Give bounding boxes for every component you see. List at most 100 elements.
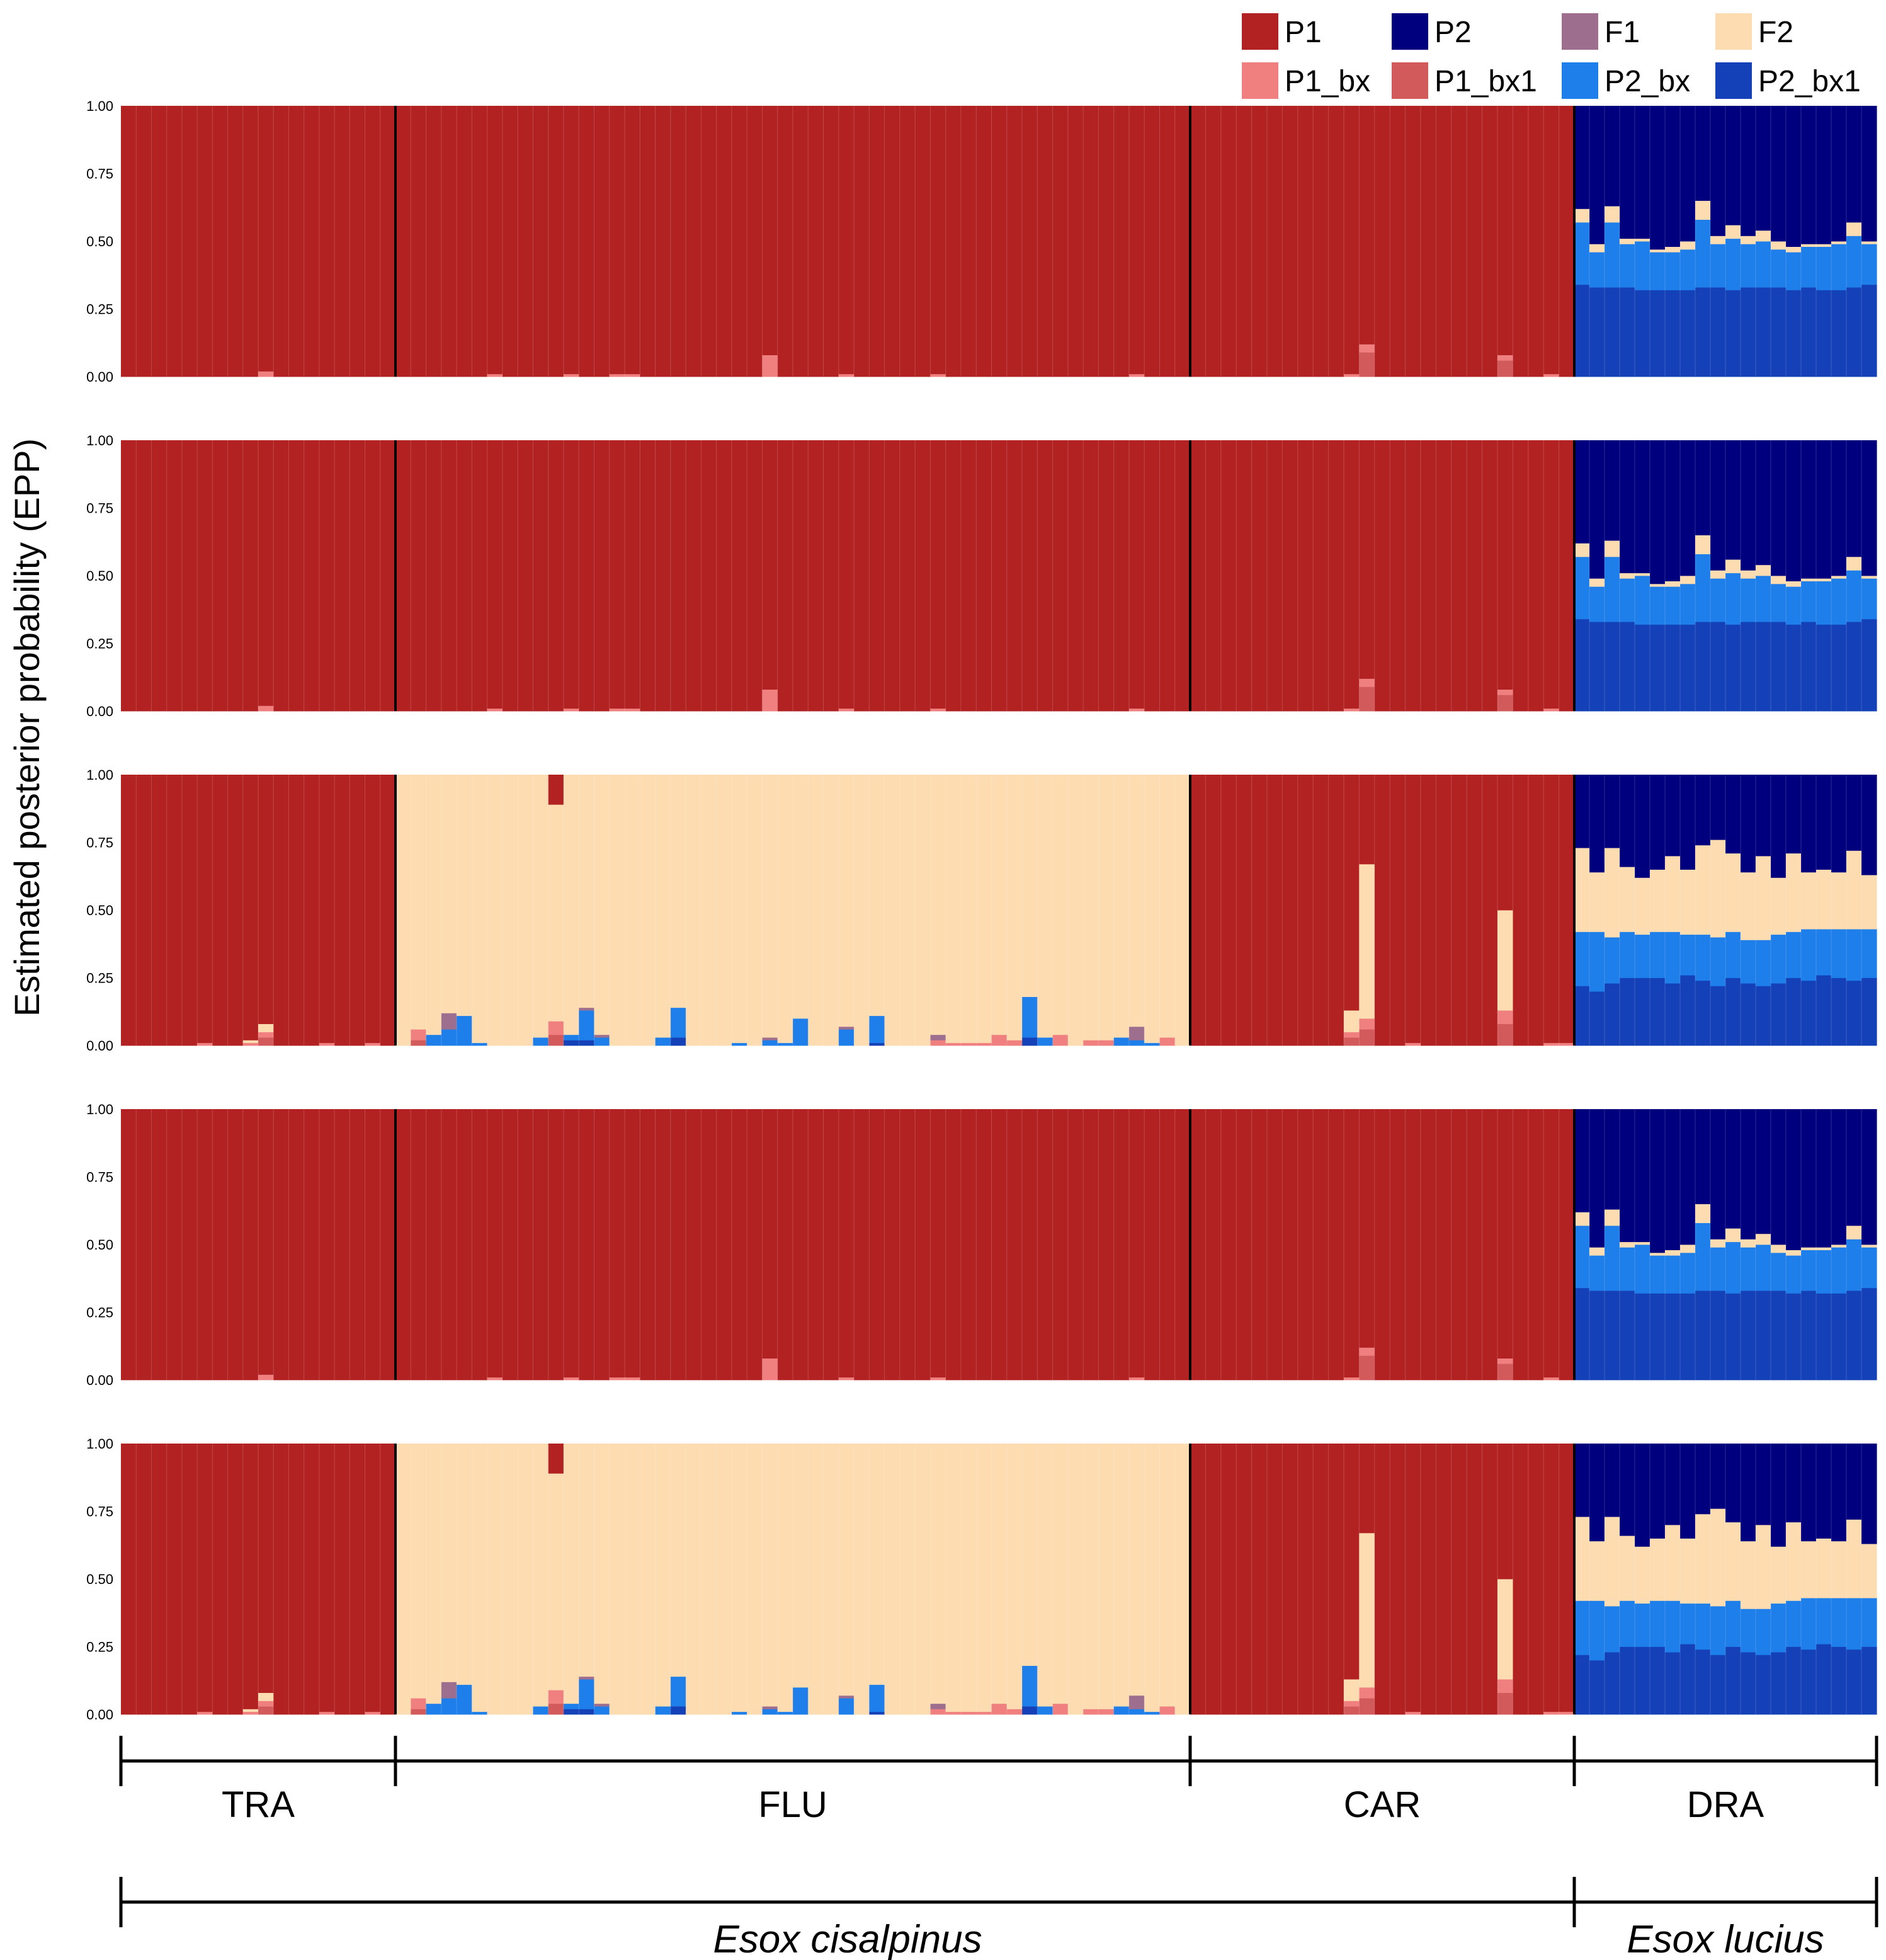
bar-DRA-2-F2 xyxy=(1589,872,1605,932)
bar-FLU-26-P2_bx xyxy=(777,1042,793,1046)
bar-DRA-10-P2_bx xyxy=(1710,1606,1726,1655)
bar-DRA-17-P2_bx xyxy=(1816,929,1832,976)
bar-CAR-12-P1_bx1 xyxy=(1359,1698,1375,1715)
bar-DRA-20-P2_bx xyxy=(1861,578,1877,620)
bar-FLU-32-F2 xyxy=(869,775,885,1017)
bar-FLU-25-P1 xyxy=(762,440,778,690)
bar-DRA-10-P2_bx1 xyxy=(1710,1655,1726,1715)
bar-CAR-1-P1 xyxy=(1190,1109,1206,1381)
bar-FLU-35-P1 xyxy=(915,1109,931,1381)
bar-DRA-5-P2 xyxy=(1635,1444,1650,1547)
bar-DRA-18-P2_bx xyxy=(1831,244,1847,290)
bar-FLU-42-P2_bx1 xyxy=(1022,1706,1038,1715)
bar-FLU-33-F2 xyxy=(884,775,900,1046)
bar-FLU-19-P1 xyxy=(670,440,686,712)
bar-FLU-2-P1 xyxy=(411,106,427,377)
bar-CAR-7-P1 xyxy=(1282,775,1298,1046)
bar-DRA-16-P2_bx1 xyxy=(1801,287,1817,377)
bar-TRA-7-P1 xyxy=(212,106,229,377)
bar-FLU-48-P1 xyxy=(1113,106,1130,377)
bar-DRA-7-F2 xyxy=(1665,246,1681,253)
bar-CAR-25-P1_bx xyxy=(1559,1711,1575,1715)
bar-CAR-15-P1 xyxy=(1405,1109,1421,1381)
bar-FLU-36-F1 xyxy=(930,1034,946,1040)
bar-CAR-12-P1 xyxy=(1359,440,1375,679)
bar-FLU-34-P1 xyxy=(899,106,916,377)
bar-FLU-38-F2 xyxy=(960,775,977,1044)
bar-CAR-8-P1 xyxy=(1297,775,1314,1046)
bar-FLU-39-P1 xyxy=(976,106,992,377)
bar-DRA-20-P2_bx xyxy=(1861,1598,1877,1647)
bar-CAR-5-P1 xyxy=(1251,106,1268,377)
y-tick-label: 1.00 xyxy=(86,1436,113,1452)
bar-CAR-21-P1_bx xyxy=(1497,1679,1513,1693)
bar-FLU-31-F2 xyxy=(854,775,870,1046)
bar-DRA-6-P2 xyxy=(1650,106,1666,250)
bar-CAR-10-P1 xyxy=(1328,775,1344,1046)
bar-DRA-6-P2_bx xyxy=(1650,1600,1666,1647)
y-tick-label: 0.50 xyxy=(86,903,113,918)
bar-DRA-16-P2_bx1 xyxy=(1801,980,1817,1046)
bar-TRA-9-P1 xyxy=(242,775,259,1040)
bar-FLU-2-P1 xyxy=(411,1109,427,1381)
bar-FLU-38-P1_bx xyxy=(960,1042,977,1046)
bar-DRA-15-P2_bx xyxy=(1786,252,1802,290)
bar-DRA-6-P2_bx1 xyxy=(1650,290,1666,377)
bar-FLU-24-P1 xyxy=(747,440,763,712)
bar-TRA-18-P1 xyxy=(380,106,396,377)
bar-DRA-16-P2_bx xyxy=(1801,246,1817,288)
bar-DRA-7-P2_bx xyxy=(1665,252,1681,290)
bar-CAR-10-P1 xyxy=(1328,106,1344,377)
bar-CAR-21-P1_bx1 xyxy=(1497,695,1513,712)
bar-DRA-7-P2 xyxy=(1665,1444,1681,1525)
bar-CAR-21-P1 xyxy=(1497,1109,1513,1359)
bar-DRA-6-P2 xyxy=(1650,440,1666,584)
bar-FLU-49-P1 xyxy=(1128,440,1145,709)
bar-FLU-15-P1 xyxy=(609,106,625,375)
bar-FLU-31-P1 xyxy=(854,440,870,712)
bar-DRA-1-F2 xyxy=(1574,1517,1590,1601)
bar-DRA-8-F2 xyxy=(1680,1245,1696,1253)
bar-DRA-8-P2_bx1 xyxy=(1680,624,1696,712)
bar-DRA-14-P2_bx xyxy=(1771,934,1787,984)
bar-TRA-3-P1 xyxy=(151,775,168,1046)
bar-CAR-21-P1_bx1 xyxy=(1497,1023,1513,1046)
bar-FLU-37-P1 xyxy=(945,106,962,377)
bar-TRA-17-P1 xyxy=(365,106,381,377)
y-tick-label: 0.00 xyxy=(86,1038,113,1054)
bar-FLU-44-P1_bx xyxy=(1052,1034,1069,1046)
y-tick-label: 0.00 xyxy=(86,1707,113,1723)
bar-TRA-11-P1 xyxy=(273,1109,290,1381)
bar-CAR-2-P1 xyxy=(1205,1109,1222,1381)
bar-DRA-3-P2_bx xyxy=(1605,1606,1620,1653)
bar-FLU-37-P1_bx xyxy=(945,1711,962,1715)
bar-FLU-43-P1 xyxy=(1037,1109,1054,1381)
bar-DRA-2-P2_bx xyxy=(1589,252,1605,288)
bar-DRA-6-P2 xyxy=(1650,1444,1666,1539)
bar-DRA-1-P2_bx xyxy=(1574,222,1590,285)
bar-CAR-21-P1 xyxy=(1497,106,1513,355)
bar-DRA-1-P2_bx xyxy=(1574,932,1590,986)
bar-DRA-13-F2 xyxy=(1756,230,1771,242)
bar-TRA-7-P1 xyxy=(212,1444,229,1715)
bar-FLU-11-P1 xyxy=(548,775,564,805)
bar-CAR-18-P1 xyxy=(1451,106,1467,377)
y-tick-label: 0.00 xyxy=(86,369,113,385)
bar-DRA-7-P2_bx xyxy=(1665,1600,1681,1653)
bar-CAR-11-P1_bx1 xyxy=(1344,1037,1360,1046)
bar-TRA-10-P1 xyxy=(258,1444,274,1693)
bar-FLU-10-F2 xyxy=(533,775,549,1038)
bar-DRA-17-F2 xyxy=(1816,244,1832,247)
bar-CAR-22-P1 xyxy=(1513,1444,1529,1715)
bar-DRA-9-P2_bx1 xyxy=(1695,622,1711,712)
bar-FLU-4-P2_bx xyxy=(441,1698,457,1715)
bar-FLU-19-P2_bx1 xyxy=(670,1037,686,1046)
bar-FLU-32-P1 xyxy=(869,440,885,712)
bar-DRA-9-F2 xyxy=(1695,535,1711,554)
bar-CAR-2-P1 xyxy=(1205,1444,1222,1715)
bar-DRA-9-P2 xyxy=(1695,1444,1711,1515)
bar-TRA-7-P1 xyxy=(212,775,229,1046)
bar-DRA-16-F2 xyxy=(1801,1541,1817,1598)
bar-FLU-16-P1 xyxy=(625,106,640,375)
bar-TRA-18-P1 xyxy=(380,775,396,1046)
